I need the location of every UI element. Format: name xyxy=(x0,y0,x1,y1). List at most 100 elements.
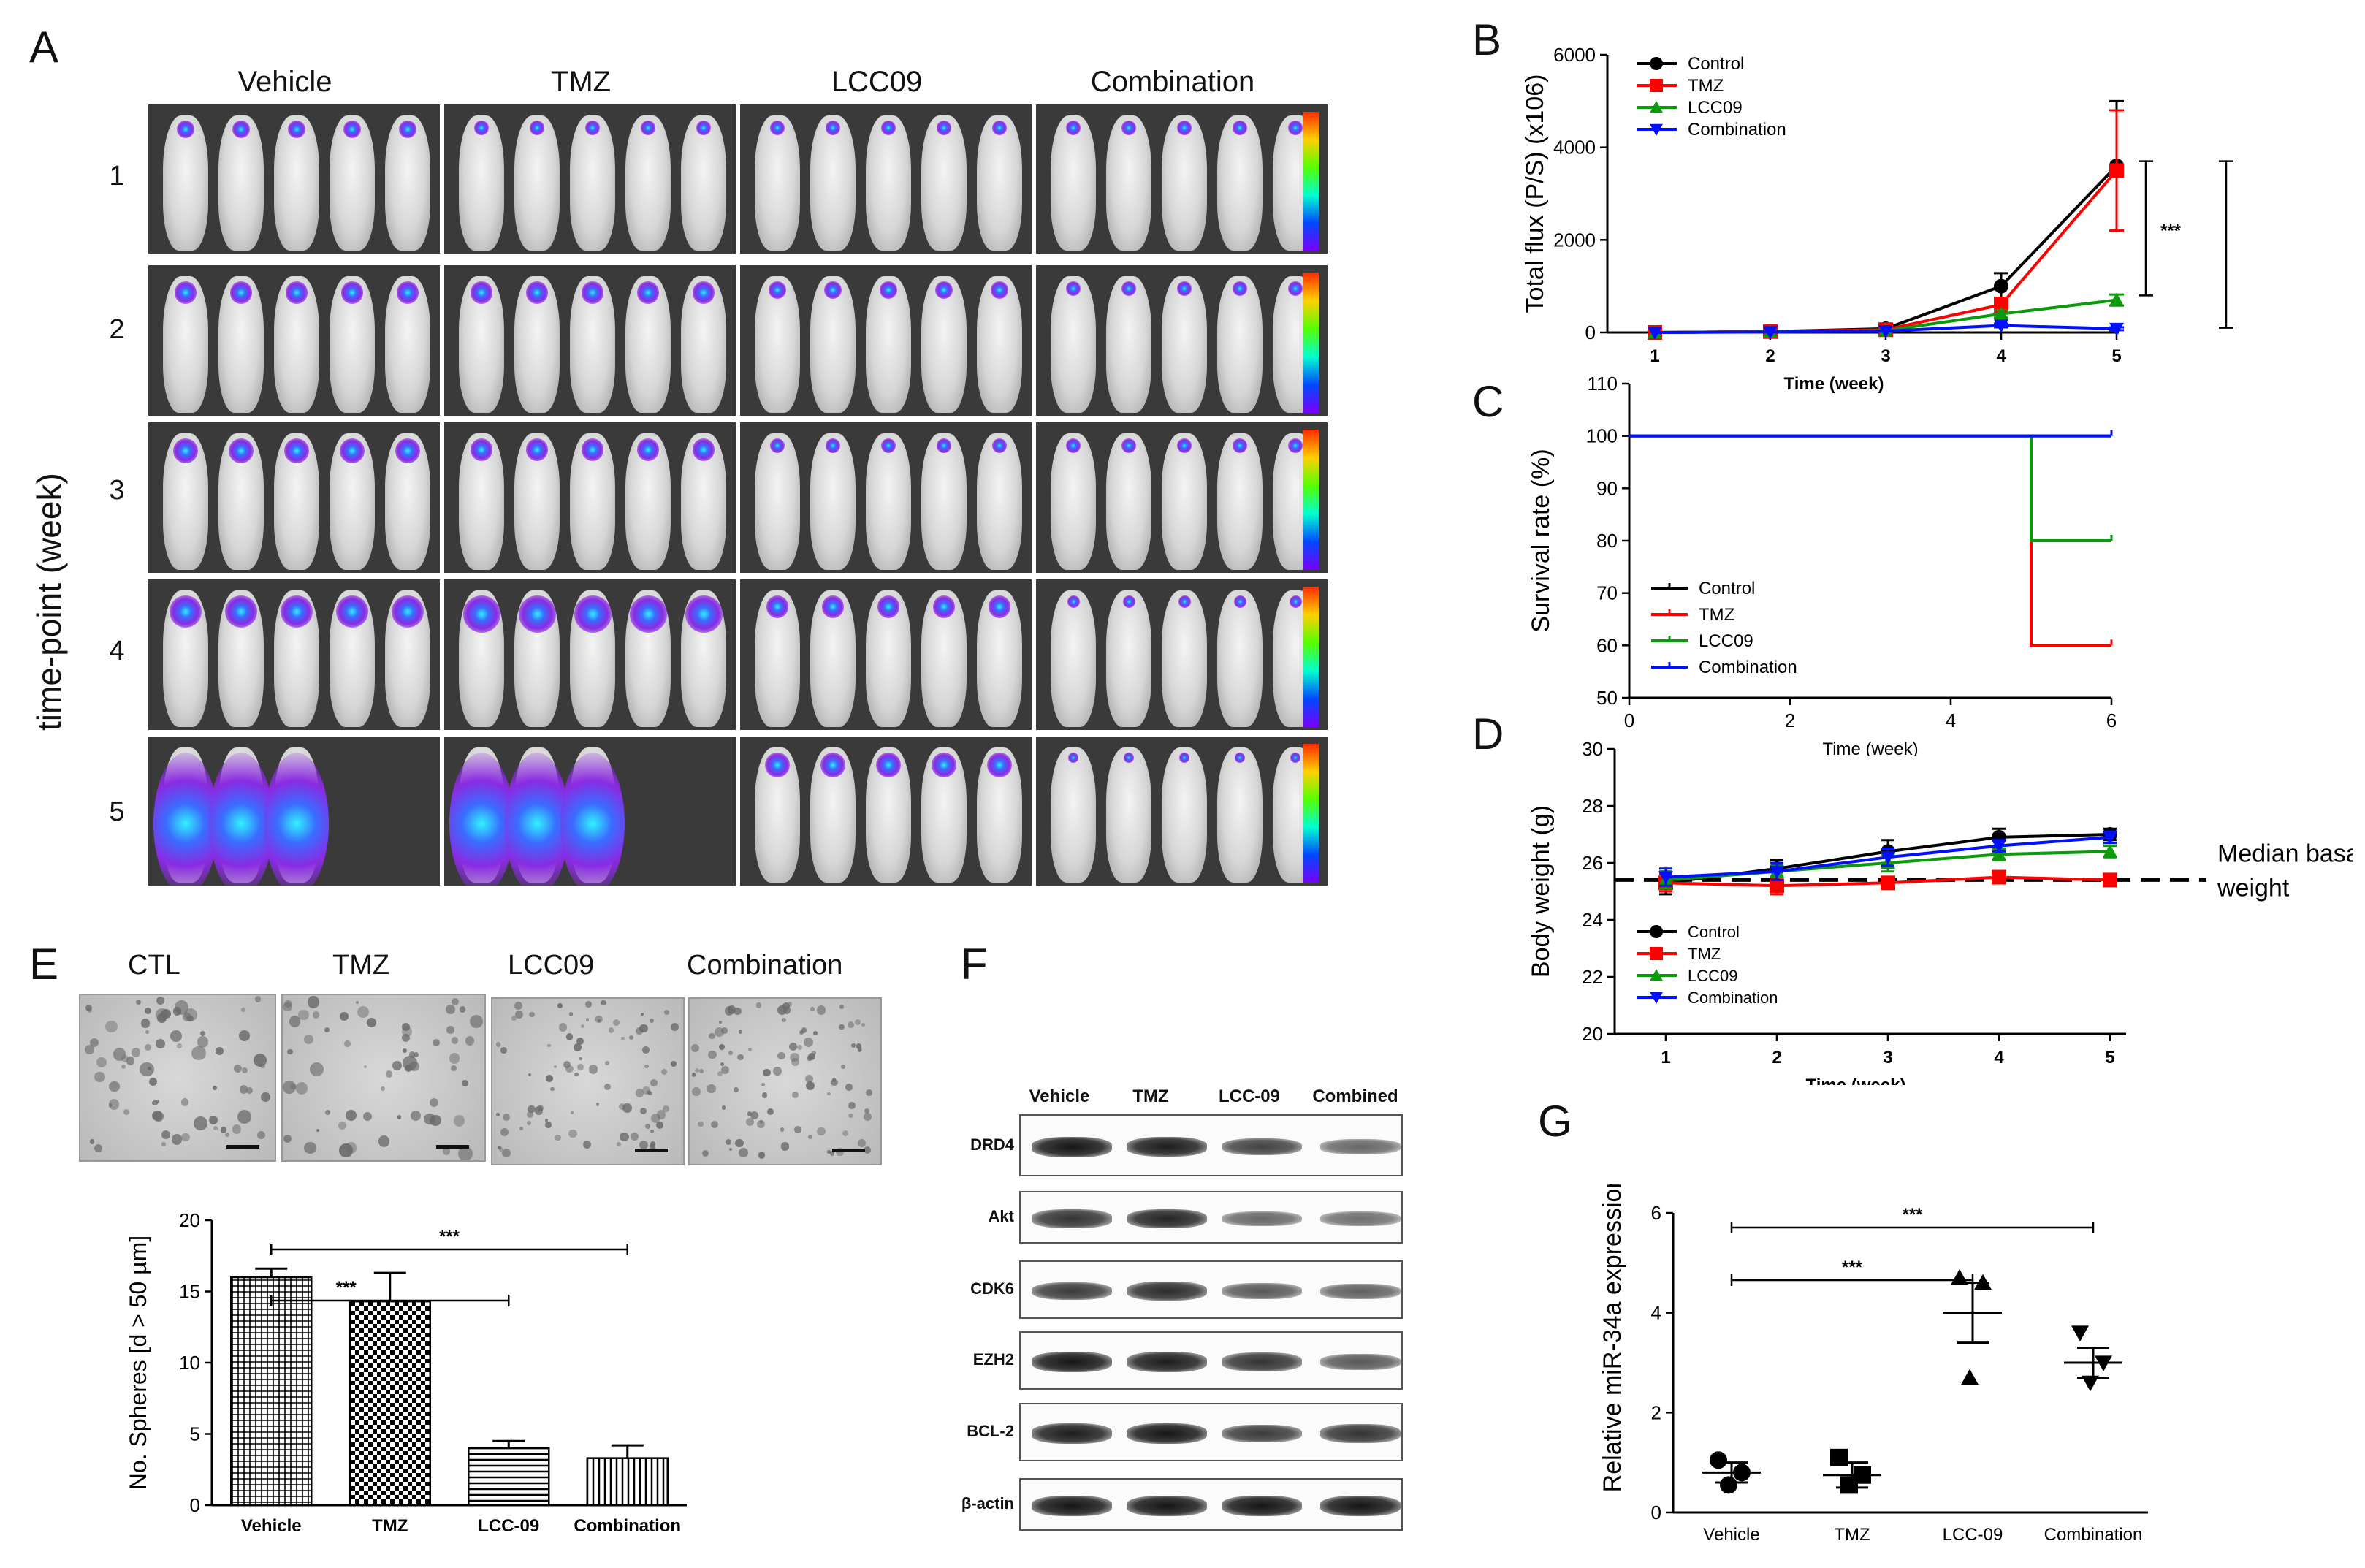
y-axis-label: Survival rate (%) xyxy=(1527,449,1555,632)
sphere xyxy=(364,1065,367,1069)
mouse-image xyxy=(1162,747,1207,883)
sphere xyxy=(171,1134,183,1145)
panel-a-letter: A xyxy=(29,23,59,72)
y-tick-label: 26 xyxy=(1582,852,1603,874)
sphere-image xyxy=(79,994,276,1162)
sphere xyxy=(181,1133,190,1142)
bioluminescence-signal xyxy=(1287,281,1303,297)
bioluminescence-signal xyxy=(574,595,612,633)
sphere xyxy=(96,1057,107,1067)
x-tick-label: 1 xyxy=(1661,1048,1670,1067)
sphere xyxy=(136,1000,141,1005)
data-point xyxy=(1830,1448,1848,1466)
sphere xyxy=(527,1120,532,1125)
sphere xyxy=(829,1150,835,1156)
sphere xyxy=(585,1017,590,1021)
sphere xyxy=(307,996,320,1008)
median-basal-weight-label-2: weight xyxy=(2217,874,2290,902)
wb-band xyxy=(1032,1423,1112,1444)
bioluminescence-signal xyxy=(932,595,956,618)
sphere-label-lcc09: LCC09 xyxy=(508,950,595,981)
sphere xyxy=(392,1061,402,1071)
mouse-image xyxy=(218,115,264,251)
bioluminescence-signal xyxy=(935,281,953,299)
bar-lcc-09 xyxy=(468,1447,550,1507)
sphere xyxy=(213,1125,218,1130)
sphere xyxy=(574,1072,579,1076)
sphere xyxy=(465,1035,475,1046)
sphere xyxy=(324,1027,330,1033)
sphere xyxy=(191,1046,206,1061)
scale-bar xyxy=(436,1145,469,1149)
sphere xyxy=(805,1081,815,1091)
body-weight-chart: 20 22 24 26 28 30 1 2 3 4 5 Time (week) Body weight … xyxy=(1527,738,2353,1085)
sphere xyxy=(720,1065,729,1074)
bioluminescence-signal xyxy=(584,121,601,136)
sphere xyxy=(123,1109,130,1116)
sphere xyxy=(588,1065,598,1074)
mouse-image xyxy=(459,115,504,251)
sphere xyxy=(805,1074,813,1083)
bioluminescence-signal xyxy=(264,753,330,886)
bioluminescence-signal xyxy=(991,281,1008,299)
sphere xyxy=(253,1054,267,1067)
bioluminescence-signal xyxy=(1176,281,1192,297)
sphere xyxy=(831,1079,838,1086)
bioluminescence-signal xyxy=(1121,438,1137,454)
sphere xyxy=(598,1019,601,1023)
sphere xyxy=(121,1064,126,1069)
sphere xyxy=(449,1053,460,1064)
sphere xyxy=(414,1051,419,1057)
bioluminescence-signal xyxy=(153,753,218,886)
bli-tile xyxy=(146,577,442,732)
sphere xyxy=(635,1089,644,1097)
bioluminescence-signal xyxy=(335,595,369,628)
sphere xyxy=(108,1099,120,1110)
bioluminescence-signal xyxy=(696,121,712,136)
sphere xyxy=(232,1124,242,1134)
sphere xyxy=(215,1046,224,1056)
sphere xyxy=(451,1037,458,1044)
row-label-2: 2 xyxy=(109,314,125,345)
y-tick-label: 15 xyxy=(179,1281,200,1303)
mouse-image xyxy=(755,433,800,570)
sphere xyxy=(707,1084,716,1094)
wb-strip xyxy=(1019,1403,1403,1461)
group-title-tmz: TMZ xyxy=(550,66,612,98)
mouse-image xyxy=(810,433,856,570)
wb-row-label: CDK6 xyxy=(970,1279,1014,1298)
sphere xyxy=(817,1127,826,1136)
sphere xyxy=(442,1147,451,1155)
legend-label: TMZ xyxy=(1688,76,1724,96)
sphere xyxy=(750,1111,758,1120)
sphere xyxy=(240,1085,248,1094)
sphere xyxy=(131,1048,141,1058)
sphere xyxy=(850,1043,856,1048)
wb-strip xyxy=(1019,1478,1403,1531)
sphere xyxy=(839,1024,845,1030)
bioluminescence-signal xyxy=(932,753,956,777)
sphere xyxy=(761,1082,766,1087)
sphere xyxy=(149,1078,158,1086)
sphere xyxy=(170,1030,182,1042)
sphere xyxy=(827,1150,831,1154)
legend-label: LCC09 xyxy=(1699,631,1753,651)
wb-row-label: Akt xyxy=(988,1207,1014,1225)
sphere xyxy=(757,1119,766,1128)
wb-band xyxy=(1222,1424,1302,1443)
row-label-4: 4 xyxy=(109,636,125,666)
significance-label: *** xyxy=(1842,1257,1863,1277)
sphere xyxy=(237,1109,251,1124)
bli-tile xyxy=(442,263,738,418)
bli-tile xyxy=(146,734,442,888)
wb-col-tmz: TMZ xyxy=(1132,1086,1169,1106)
group-title-lcc09: LCC09 xyxy=(831,66,923,98)
sphere xyxy=(85,1004,93,1011)
bioluminescence-signal xyxy=(340,438,365,463)
sphere-count-chart: 0 5 10 15 20 No. Spheres [d > 50 µm] Vehicle TM… xyxy=(125,1209,687,1536)
mouse-image xyxy=(1051,590,1096,727)
sphere xyxy=(378,1135,390,1147)
x-tick-label: 4 xyxy=(1994,1048,2004,1067)
bioluminescence-signal xyxy=(987,753,1012,777)
legend-marker xyxy=(1650,57,1663,70)
